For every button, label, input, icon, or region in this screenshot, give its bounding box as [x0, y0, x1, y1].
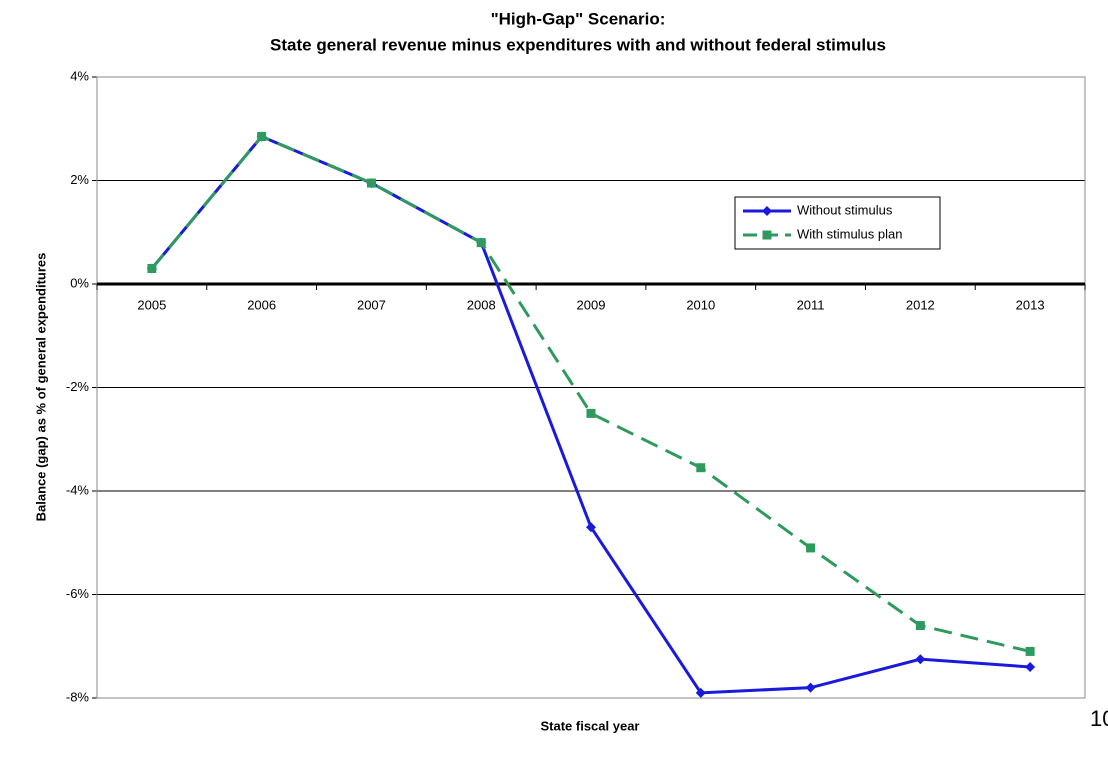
- x-tick-label: 2005: [137, 297, 166, 312]
- point: [586, 408, 596, 418]
- legend-marker: [762, 230, 772, 240]
- chart-title: "High-Gap" Scenario:: [491, 9, 666, 28]
- point: [915, 621, 925, 631]
- legend-marker: [762, 206, 772, 216]
- point: [805, 682, 816, 693]
- y-tick-label: 4%: [70, 68, 89, 83]
- point: [806, 543, 816, 553]
- y-tick-label: 0%: [70, 275, 89, 290]
- point: [366, 178, 376, 188]
- point: [586, 522, 596, 533]
- x-tick-label: 2011: [797, 297, 825, 312]
- x-tick-label: 2010: [686, 297, 715, 312]
- x-tick-label: 2008: [467, 297, 496, 312]
- x-tick-label: 2012: [906, 297, 935, 312]
- point: [257, 132, 267, 142]
- page-number: 10: [1090, 706, 1108, 731]
- x-tick-label: 2013: [1016, 297, 1045, 312]
- y-tick-label: -8%: [66, 689, 90, 704]
- x-tick-label: 2006: [247, 297, 276, 312]
- chart-subtitle: State general revenue minus expenditures…: [270, 35, 886, 54]
- point: [476, 238, 486, 248]
- point: [696, 463, 706, 473]
- y-tick-label: -2%: [66, 379, 90, 394]
- y-tick-label: -4%: [66, 482, 90, 497]
- point: [1025, 646, 1035, 656]
- x-tick-label: 2009: [577, 297, 606, 312]
- y-tick-label: -6%: [66, 586, 90, 601]
- point: [915, 654, 926, 665]
- x-tick-label: 2007: [357, 297, 386, 312]
- point: [1025, 661, 1036, 672]
- legend-box: [734, 196, 941, 250]
- point: [147, 263, 157, 273]
- point: [695, 687, 706, 698]
- legend-label: With stimulus plan: [797, 226, 902, 241]
- x-axis-label: State fiscal year: [540, 718, 639, 733]
- legend-label: Without stimulus: [797, 202, 893, 217]
- y-tick-label: 2%: [70, 172, 89, 187]
- y-axis-label: Balance (gap) as % of general expenditur…: [33, 253, 48, 522]
- plot-border: [96, 76, 1086, 699]
